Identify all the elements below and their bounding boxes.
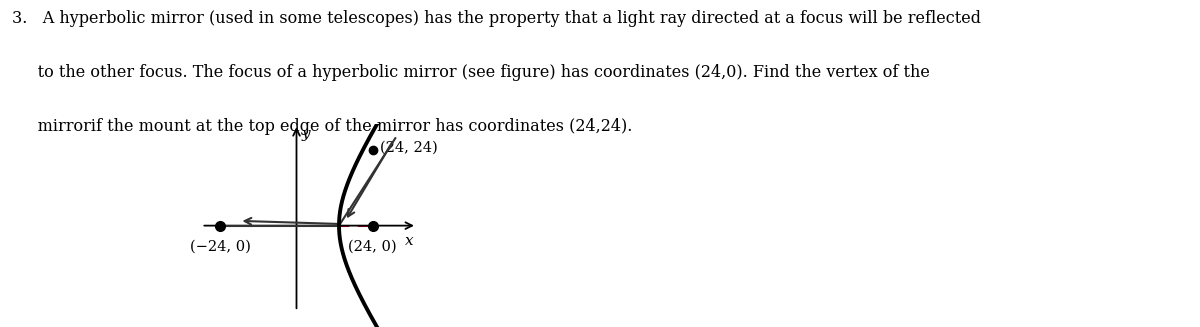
Text: (24, 0): (24, 0)	[348, 240, 397, 254]
Text: (−24, 0): (−24, 0)	[190, 240, 251, 254]
Text: 3.   A hyperbolic mirror (used in some telescopes) has the property that a light: 3. A hyperbolic mirror (used in some tel…	[12, 10, 982, 27]
Text: mirrorif the mount at the top edge of the mirror has coordinates (24,24).: mirrorif the mount at the top edge of th…	[12, 118, 632, 135]
Text: (24, 24): (24, 24)	[380, 141, 438, 155]
Text: x: x	[406, 233, 414, 248]
Text: to the other focus. The focus of a hyperbolic mirror (see figure) has coordinate: to the other focus. The focus of a hyper…	[12, 64, 930, 81]
Text: y: y	[301, 128, 310, 142]
